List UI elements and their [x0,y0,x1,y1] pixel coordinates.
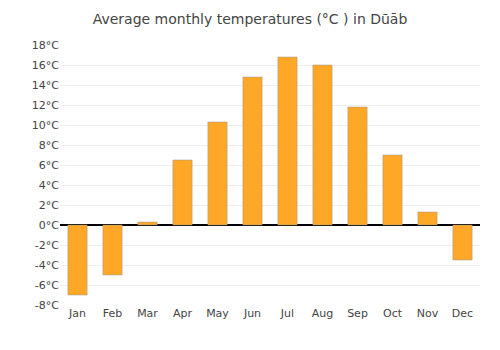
svg-text:0°C: 0°C [39,219,59,232]
svg-text:Mar: Mar [137,307,158,320]
svg-text:-4°C: -4°C [35,259,59,272]
svg-text:Oct: Oct [383,307,403,320]
svg-text:Feb: Feb [103,307,122,320]
svg-text:Jul: Jul [280,307,294,320]
svg-text:Dec: Dec [452,307,473,320]
svg-text:Jun: Jun [243,307,261,320]
svg-text:2°C: 2°C [39,199,59,212]
svg-text:4°C: 4°C [39,179,59,192]
svg-text:-6°C: -6°C [35,279,59,292]
svg-text:Average monthly temperatures (: Average monthly temperatures (°C ) in Dū… [93,11,408,27]
svg-text:Apr: Apr [173,307,193,320]
svg-text:May: May [206,307,229,320]
svg-text:Nov: Nov [417,307,439,320]
svg-text:6°C: 6°C [39,159,59,172]
svg-text:Aug: Aug [312,307,333,320]
svg-text:18°C: 18°C [32,39,59,52]
svg-text:14°C: 14°C [32,79,59,92]
svg-text:12°C: 12°C [32,99,59,112]
svg-text:Jan: Jan [68,307,86,320]
svg-text:-2°C: -2°C [35,239,59,252]
svg-text:16°C: 16°C [32,59,59,72]
svg-text:10°C: 10°C [32,119,59,132]
svg-text:-8°C: -8°C [35,299,59,312]
svg-text:Sep: Sep [347,307,368,320]
svg-text:8°C: 8°C [39,139,59,152]
